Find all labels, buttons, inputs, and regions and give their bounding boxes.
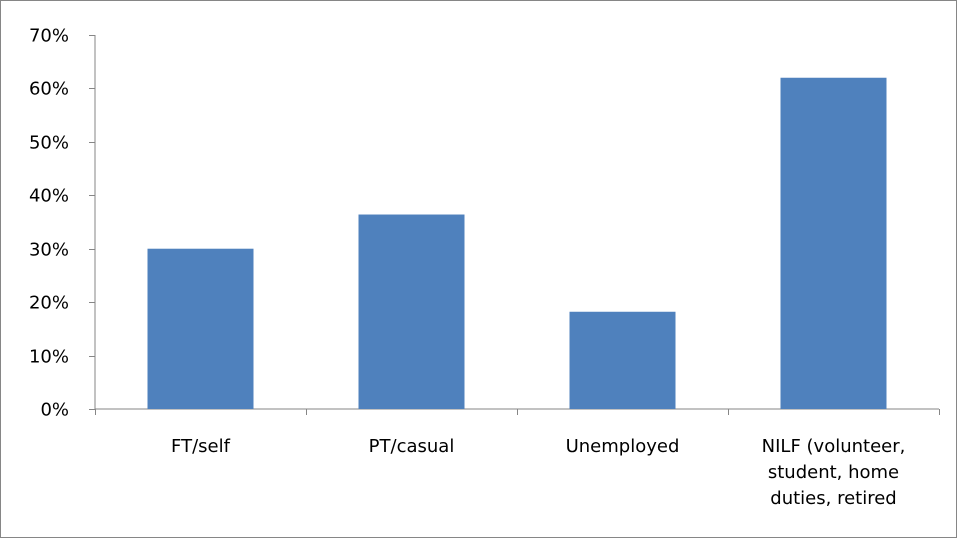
x-category-label: PT/casual (369, 436, 455, 457)
bar (569, 311, 676, 409)
x-category-label: student, home (768, 462, 899, 483)
y-tick-label: 30% (29, 240, 69, 261)
x-category-label: duties, retired (770, 488, 896, 509)
x-category-label: NILF (volunteer, (762, 436, 906, 457)
bars (147, 77, 887, 409)
y-tick-label: 10% (29, 347, 69, 368)
bar (147, 248, 254, 409)
y-tick-label: 0% (40, 400, 69, 421)
y-tick-label: 70% (29, 26, 69, 47)
y-tick-label: 40% (29, 186, 69, 207)
bar (780, 77, 887, 409)
y-tick-label: 60% (29, 79, 69, 100)
y-tick-labels: 0% 10% 20% 30% 40% 50% 60% 70% (29, 26, 69, 421)
x-tick-labels: FT/self PT/casual Unemployed NILF (voluntee… (171, 436, 905, 509)
x-category-label: Unemployed (566, 436, 680, 457)
bar (358, 214, 465, 409)
y-tick-label: 20% (29, 293, 69, 314)
x-category-label: FT/self (171, 436, 231, 457)
y-tick-label: 50% (29, 133, 69, 154)
